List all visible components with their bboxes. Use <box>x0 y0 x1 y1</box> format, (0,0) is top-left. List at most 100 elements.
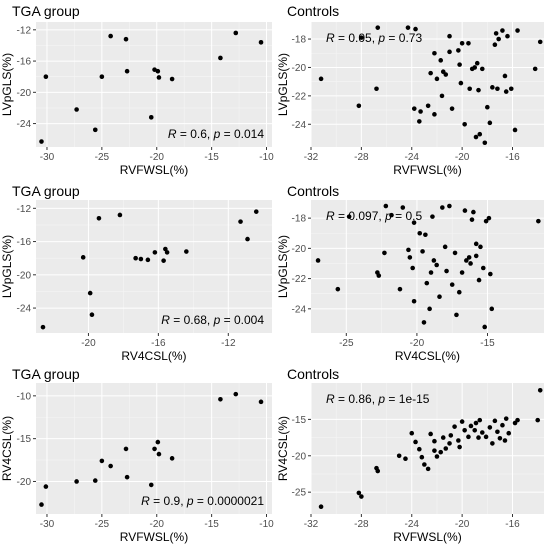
x-tick-label: -25 <box>95 519 110 530</box>
data-point <box>496 36 501 42</box>
data-point <box>495 429 500 435</box>
data-point <box>145 257 151 263</box>
data-point <box>503 416 509 421</box>
data-point <box>476 435 481 440</box>
data-point <box>478 244 483 250</box>
r-prefix: = <box>177 127 191 141</box>
panel-title: Controls <box>287 183 339 199</box>
r-value: 0.68 <box>184 313 208 327</box>
x-axis-label: RV4CSL(%) <box>395 349 460 363</box>
data-point <box>479 430 485 435</box>
data-point <box>454 312 459 318</box>
r-symbol: R <box>168 127 177 141</box>
data-point <box>389 212 394 218</box>
data-point <box>155 439 161 445</box>
r-value: 0.6 <box>190 127 207 141</box>
p-sep: , <box>372 392 379 406</box>
x-tick-label: -24 <box>405 519 420 530</box>
p-sep: , <box>378 209 385 223</box>
panel-title: TGA group <box>12 366 80 382</box>
data-point <box>476 277 482 283</box>
data-point <box>407 255 413 260</box>
correlation-annotation: R = 0.097, p = 0.5 <box>326 209 422 223</box>
data-point <box>155 68 161 74</box>
data-point <box>253 209 259 214</box>
p-sep: , <box>207 313 214 327</box>
data-point <box>124 68 130 74</box>
data-point <box>444 268 449 274</box>
data-point <box>335 286 341 292</box>
x-axis-label: RVFWSL(%) <box>120 163 188 177</box>
data-point <box>43 484 49 489</box>
data-point <box>482 324 487 330</box>
p-value: 1e-15 <box>399 392 430 406</box>
data-point <box>409 430 415 436</box>
data-point <box>346 214 352 219</box>
data-point <box>411 106 417 111</box>
data-point <box>459 270 465 275</box>
y-axis-label: LVpGLS(%) <box>276 235 290 298</box>
data-point <box>473 253 479 259</box>
x-tick-label: -20 <box>455 152 470 163</box>
data-point <box>417 230 423 236</box>
p-value: 0.73 <box>399 31 423 45</box>
data-point <box>480 265 486 271</box>
p-prefix: = <box>392 209 406 223</box>
y-tick-label: -18 <box>292 35 307 46</box>
data-point <box>471 209 476 215</box>
data-point <box>439 93 445 99</box>
data-point <box>427 306 432 312</box>
data-point <box>400 205 406 210</box>
y-tick-label: -20 <box>292 244 307 255</box>
data-point <box>423 232 428 238</box>
data-point <box>495 86 500 92</box>
data-point <box>99 458 105 464</box>
x-tick-label: -30 <box>40 519 55 530</box>
data-point <box>374 86 379 92</box>
y-axis-label: LVpGLS(%) <box>276 53 290 116</box>
data-point <box>438 449 444 455</box>
data-point <box>438 58 444 63</box>
p-symbol: p <box>186 494 194 508</box>
data-point <box>482 140 488 146</box>
data-point <box>397 286 403 292</box>
data-point <box>502 73 508 79</box>
data-point <box>396 453 402 459</box>
data-point <box>462 121 467 127</box>
data-point <box>497 436 503 441</box>
data-point <box>456 289 462 295</box>
data-point <box>536 218 541 224</box>
p-value: 0.004 <box>234 313 264 327</box>
data-point <box>245 236 250 242</box>
data-point <box>515 28 520 33</box>
p-value: 0.5 <box>405 209 422 223</box>
data-point <box>459 419 465 424</box>
data-point <box>148 115 154 120</box>
x-tick-label: -32 <box>304 519 319 530</box>
plot-background <box>36 200 272 333</box>
y-tick-label: -15 <box>292 415 307 426</box>
x-axis-label: RV4CSL(%) <box>121 349 186 363</box>
data-point <box>469 217 475 222</box>
y-tick-label: -22 <box>292 91 307 102</box>
panel-controls-rv4csl-vs-rvfwsl: -32 -28 -24 -20 -16 -25 -20 -15 Controls RVFWSL(%… <box>276 366 544 544</box>
data-point <box>74 107 79 112</box>
r-value: 0.097 <box>348 209 378 223</box>
data-point <box>421 320 427 325</box>
data-point <box>502 438 508 443</box>
data-point <box>432 112 437 117</box>
r-value: 0.05 <box>348 31 372 45</box>
x-tick-label: -30 <box>40 152 55 163</box>
data-point <box>477 417 483 423</box>
data-point <box>443 72 449 77</box>
y-tick-label: -20 <box>17 270 32 281</box>
data-point <box>490 441 495 446</box>
p-prefix: = <box>220 313 234 327</box>
p-value: 0.014 <box>234 127 264 141</box>
y-tick-label: -20 <box>292 451 307 462</box>
data-point <box>464 258 469 263</box>
x-tick-label: -24 <box>405 152 420 163</box>
data-point <box>490 85 495 90</box>
data-point <box>418 109 423 114</box>
